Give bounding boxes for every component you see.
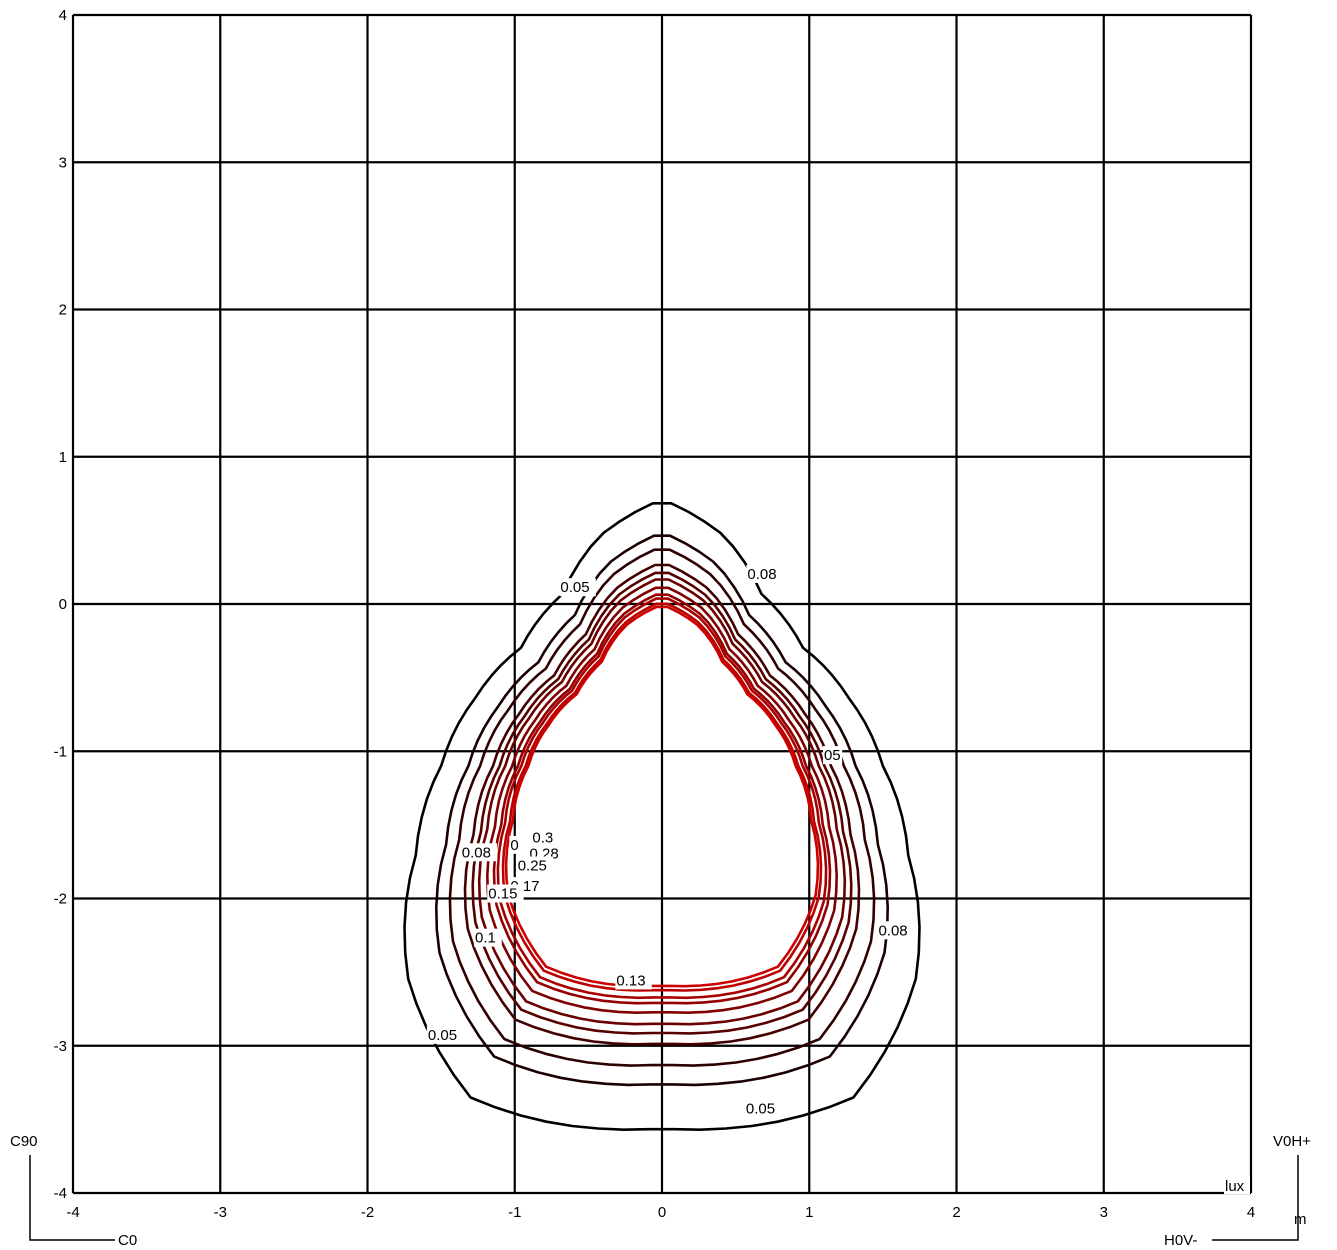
x-tick-label: 1 <box>805 1204 813 1221</box>
contour-label: 0.1 <box>475 930 496 947</box>
contour-label-bg <box>509 835 520 854</box>
contour-labels: 0.050.08050.080.300.280.250.170.150.10.1… <box>426 564 914 1118</box>
orientation-markers <box>29 1155 1299 1241</box>
contour-line <box>496 597 828 1000</box>
contour-label-bg <box>559 578 596 597</box>
x-tick-label: 0 <box>658 1204 666 1221</box>
contour-label-bg <box>426 1025 464 1044</box>
y-tick-label: 1 <box>59 449 67 466</box>
x-unit-label: m <box>1294 1211 1307 1228</box>
contour-line <box>403 502 921 1131</box>
y-tick-label: 3 <box>59 154 67 171</box>
contour-line <box>486 586 838 1014</box>
contour-line <box>477 578 847 1026</box>
corner-label-v0h: V0H+ <box>1273 1133 1311 1150</box>
corner-label-h0v: H0V- <box>1164 1232 1197 1249</box>
contour-label: 0 <box>510 837 518 854</box>
v0h-h0v-marker <box>1212 1155 1299 1241</box>
y-tick-label: 4 <box>59 7 67 24</box>
corner-label-c90: C90 <box>10 1133 38 1150</box>
y-tick-label: -4 <box>54 1185 67 1202</box>
contour-label: 0.25 <box>518 858 547 875</box>
contour-label: 0.15 <box>488 886 517 903</box>
contour-label-bg <box>460 843 498 862</box>
unit-box-label: lux <box>1225 1178 1245 1195</box>
contour-label-bg <box>746 564 783 583</box>
y-tick-label: 0 <box>59 596 67 613</box>
contour-line <box>463 563 861 1046</box>
x-tick-label: -2 <box>361 1204 374 1221</box>
contour-label: 0.05 <box>560 579 589 596</box>
contour-line <box>504 605 820 988</box>
contour-label: 0.05 <box>428 1027 457 1044</box>
contour-label-bg <box>877 921 914 940</box>
contour-label-bg <box>531 828 560 847</box>
y-tick-label: 2 <box>59 302 67 319</box>
contour-label-bg <box>822 746 843 765</box>
contour-lines <box>403 502 921 1131</box>
unit-box-bg <box>1224 1176 1250 1194</box>
x-tick-label: 4 <box>1247 1204 1255 1221</box>
contour-label-bg <box>615 971 652 990</box>
contour-label: 0.08 <box>462 844 491 861</box>
x-tick-label: -3 <box>214 1204 227 1221</box>
contour-label-bg <box>473 928 502 947</box>
contour-label: 05 <box>824 747 841 764</box>
y-tick-label: -2 <box>54 891 67 908</box>
corner-label-c0: C0 <box>118 1232 137 1249</box>
contour-line <box>492 593 832 1005</box>
y-tick-label: -3 <box>54 1038 67 1055</box>
y-tick-label: -1 <box>54 743 67 760</box>
contour-label: 0.13 <box>616 972 645 989</box>
c90-c0-marker <box>29 1155 115 1241</box>
contour-label: 0.08 <box>747 566 776 583</box>
contour-label-bg <box>516 856 554 875</box>
x-tick-label: 2 <box>952 1204 960 1221</box>
x-tick-label: 3 <box>1100 1204 1108 1221</box>
contour-label-bg <box>487 884 524 903</box>
contour-line <box>448 548 876 1067</box>
contour-label: 0.05 <box>746 1100 775 1117</box>
contour-label-bg <box>744 1099 782 1118</box>
x-tick-label: -4 <box>66 1204 79 1221</box>
contour-label: 0.3 <box>532 830 553 847</box>
contour-line <box>435 534 889 1087</box>
contour-line <box>471 571 853 1035</box>
x-tick-label: -1 <box>508 1204 521 1221</box>
contour-line <box>501 602 823 992</box>
contour-label: 0.08 <box>878 922 907 939</box>
axis-tick-labels: -4 -3 -2 -1 0 1 2 3 4 -4 -3 -2 -1 0 1 2 3 4 <box>54 7 1256 1221</box>
